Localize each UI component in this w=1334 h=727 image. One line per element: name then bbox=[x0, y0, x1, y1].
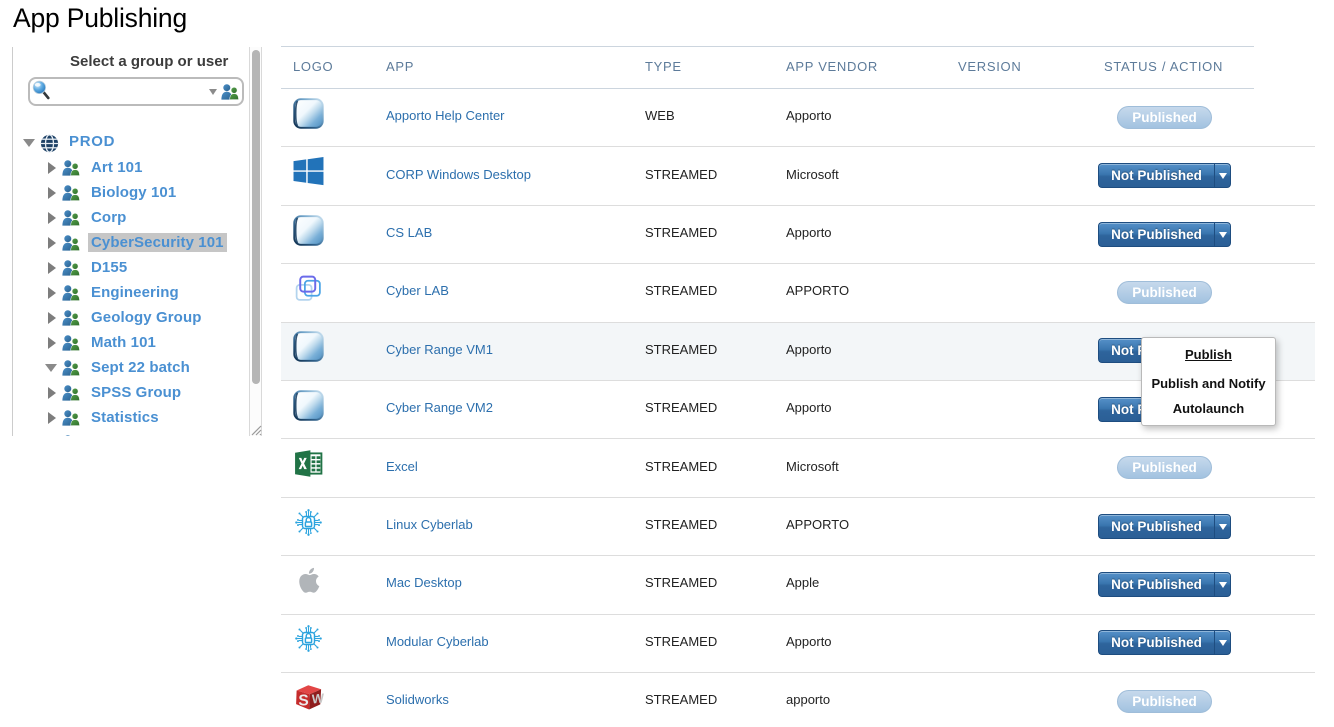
svg-text:W: W bbox=[312, 690, 324, 706]
svg-text:S: S bbox=[298, 692, 308, 709]
